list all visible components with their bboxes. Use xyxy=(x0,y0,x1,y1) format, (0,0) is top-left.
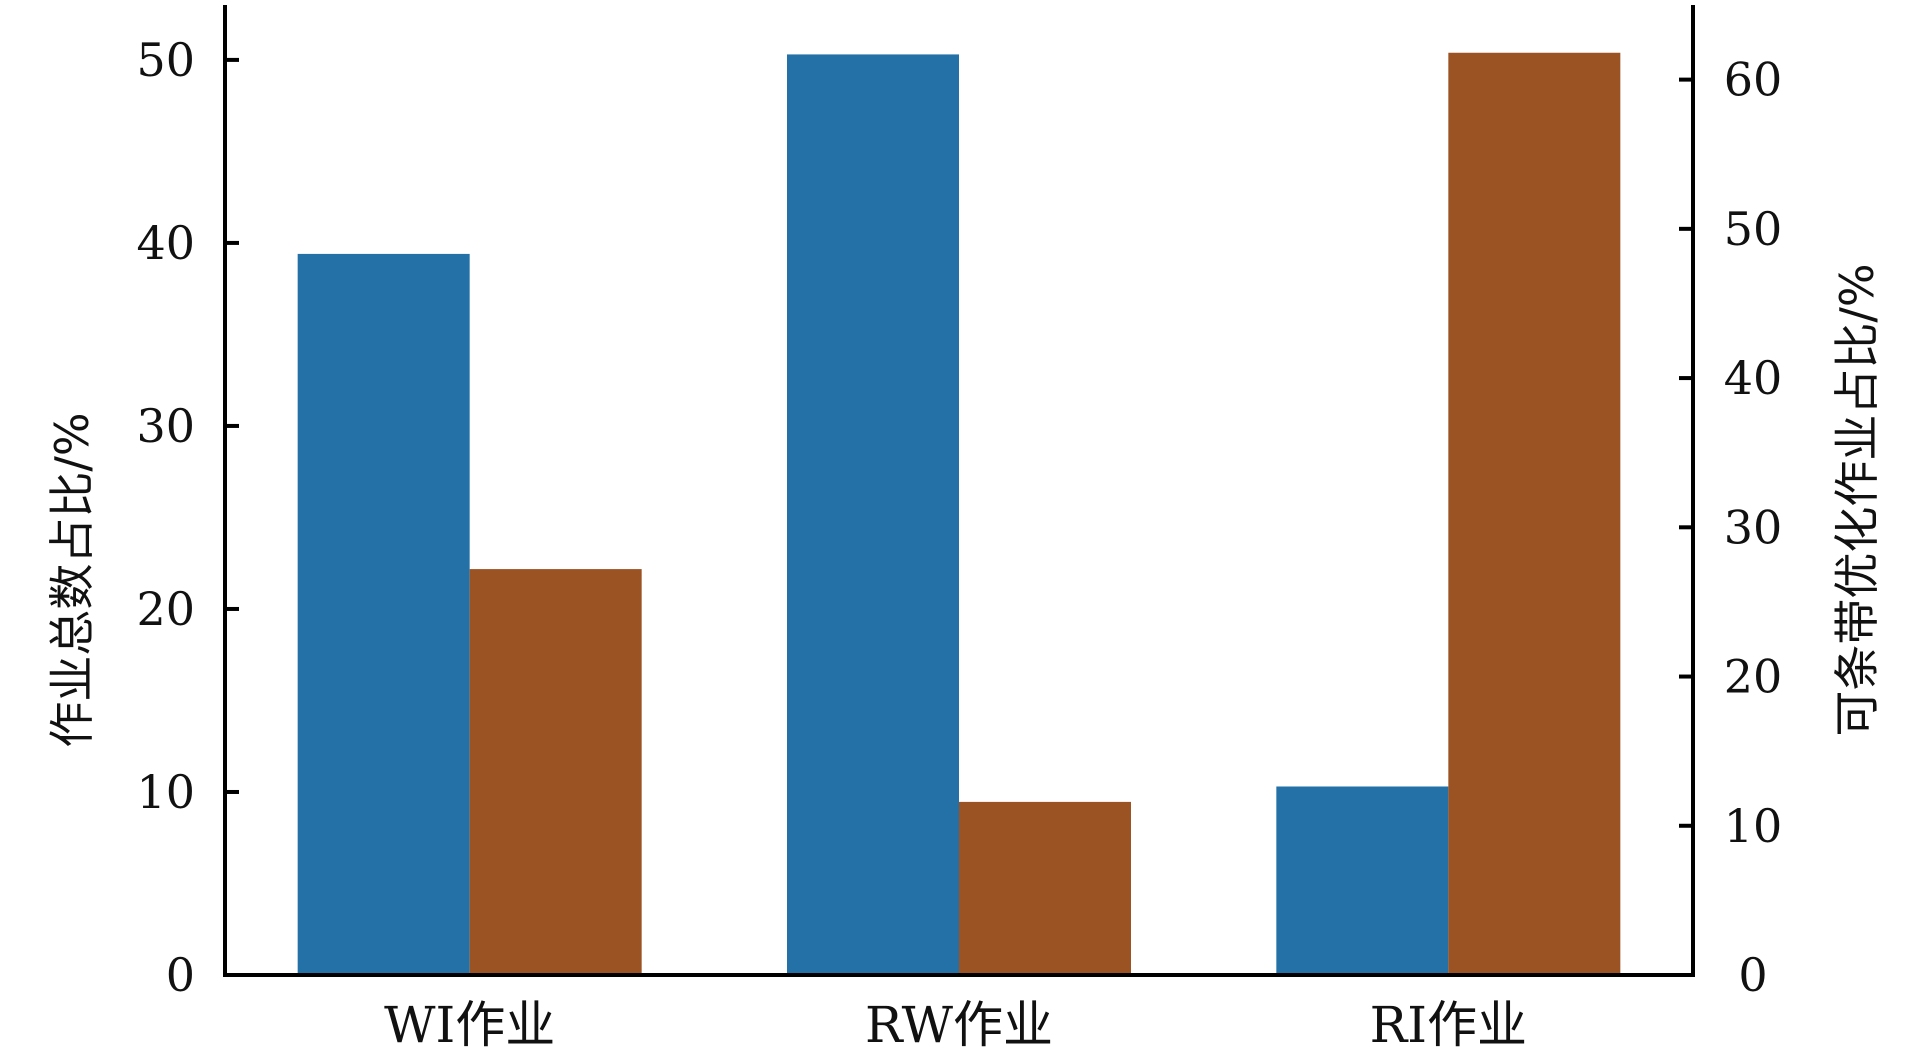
right-tick-label-6: 60 xyxy=(1724,53,1783,107)
right-tick-label-1: 10 xyxy=(1724,799,1783,853)
bar-left-2 xyxy=(1276,786,1449,975)
right-tick-label-3: 30 xyxy=(1724,500,1783,554)
right-tick-label-4: 40 xyxy=(1724,351,1783,405)
left-axis-title: 作业总数占比/% xyxy=(45,412,99,747)
category-label-1: RW作业 xyxy=(865,996,1053,1054)
left-tick-label-5: 50 xyxy=(136,33,195,87)
bars-group xyxy=(297,52,1621,976)
left-tick-label-4: 40 xyxy=(136,216,195,270)
bar-left-0 xyxy=(297,253,470,976)
right-ticks-group: 0 10 20 30 40 50 60 xyxy=(1679,53,1782,1002)
left-tick-label-3: 30 xyxy=(136,399,195,453)
bar-right-1 xyxy=(959,801,1131,975)
right-axis-title: 可条带优化作业占比/% xyxy=(1830,263,1884,736)
bar-right-2 xyxy=(1448,52,1621,975)
left-ticks-group: 0 10 20 30 40 50 xyxy=(136,33,239,1002)
bar-left-1 xyxy=(787,54,959,975)
right-tick-label-0: 0 xyxy=(1738,948,1767,1002)
right-tick-label-5: 50 xyxy=(1724,202,1783,256)
category-label-0: WI作业 xyxy=(384,996,555,1054)
left-tick-label-0: 0 xyxy=(166,948,195,1002)
right-tick-label-2: 20 xyxy=(1724,650,1783,704)
bar-right-0 xyxy=(469,569,642,975)
category-label-2: RI作业 xyxy=(1370,996,1527,1054)
left-tick-label-2: 20 xyxy=(136,582,195,636)
left-tick-label-1: 10 xyxy=(136,765,195,819)
category-labels-group: WI作业 RW作业 RI作业 xyxy=(384,996,1527,1054)
